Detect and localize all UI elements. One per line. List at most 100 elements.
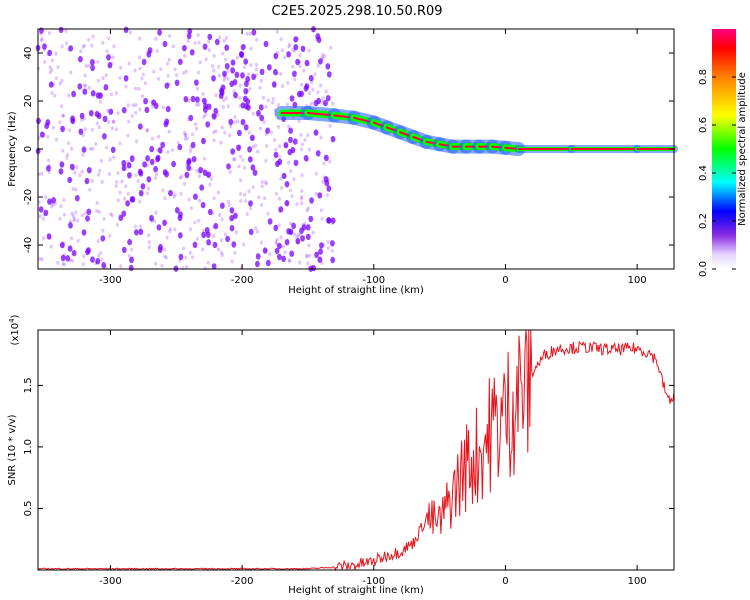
noise-point [71, 187, 75, 191]
noise-point [239, 199, 243, 203]
noise-point [187, 197, 191, 202]
noise-point [42, 43, 47, 50]
noise-point [181, 266, 185, 271]
noise-point [251, 111, 255, 116]
noise-point [330, 135, 336, 143]
noise-point [223, 130, 227, 135]
noise-point [127, 238, 132, 246]
colorbar-gradient [712, 29, 736, 269]
noise-point [112, 44, 116, 49]
noise-point [46, 165, 51, 172]
noise-point [191, 255, 195, 260]
noise-point [156, 134, 161, 139]
noise-point [218, 92, 224, 100]
noise-point [156, 76, 161, 81]
noise-point [232, 157, 236, 162]
y-tick-label: 0.5 [23, 501, 34, 517]
noise-point [326, 246, 330, 251]
noise-point [144, 106, 150, 114]
noise-point [206, 103, 212, 110]
noise-point [126, 162, 132, 169]
noise-point [321, 96, 325, 101]
noise-point [140, 94, 145, 99]
noise-point [74, 187, 78, 192]
noise-point [101, 262, 107, 269]
noise-point [82, 88, 88, 95]
noise-point [54, 137, 59, 142]
noise-point [308, 253, 312, 258]
noise-point [140, 183, 146, 190]
noise-point [77, 83, 83, 90]
noise-point [160, 141, 166, 149]
noise-point [275, 29, 279, 34]
noise-point [273, 137, 277, 142]
noise-point [226, 199, 230, 204]
noise-point [279, 176, 283, 181]
noise-point [62, 212, 66, 217]
noise-point [48, 70, 52, 75]
noise-point [267, 218, 273, 225]
noise-point [203, 156, 207, 161]
noise-point [314, 251, 319, 258]
noise-point [69, 70, 73, 75]
noise-point [161, 105, 165, 110]
noise-point [65, 41, 69, 46]
noise-point [142, 161, 148, 168]
noise-point [155, 148, 159, 153]
noise-point [60, 44, 64, 49]
noise-point [90, 90, 96, 97]
snr-series-line [37, 329, 675, 572]
noise-point [145, 155, 151, 162]
noise-point [233, 251, 237, 255]
noise-point [134, 139, 139, 144]
noise-point [88, 147, 93, 151]
noise-point [155, 154, 161, 162]
noise-point [47, 170, 51, 174]
noise-point [120, 179, 124, 184]
noise-point [211, 75, 216, 82]
noise-point [147, 47, 153, 54]
noise-point [328, 124, 332, 128]
noise-point [283, 55, 287, 60]
noise-point [226, 163, 231, 170]
noise-point [155, 49, 159, 53]
noise-point [288, 127, 293, 134]
noise-point [66, 93, 71, 98]
snr-x-label: Height of straight line (km) [288, 585, 424, 596]
noise-point [82, 43, 87, 48]
noise-point [311, 87, 315, 92]
noise-point [232, 89, 236, 94]
noise-point [293, 48, 297, 53]
noise-point [300, 235, 305, 242]
noise-point [206, 173, 210, 178]
noise-point [126, 133, 130, 138]
noise-point [172, 194, 176, 199]
noise-point [47, 31, 52, 35]
noise-point [292, 138, 298, 145]
noise-point [96, 112, 102, 120]
noise-point [203, 106, 208, 113]
noise-point [99, 158, 103, 163]
noise-point [121, 210, 127, 217]
snr-scale-label: (x104) [8, 314, 21, 345]
noise-point [242, 165, 247, 170]
noise-point [213, 222, 219, 230]
noise-point [307, 147, 311, 152]
noise-point [152, 69, 156, 74]
noise-point [67, 245, 73, 252]
noise-point [71, 213, 75, 218]
noise-point [81, 44, 85, 49]
noise-point [202, 43, 208, 50]
noise-point [48, 65, 52, 70]
noise-point [67, 47, 71, 52]
noise-point [214, 93, 218, 98]
noise-point [249, 63, 253, 68]
noise-point [110, 126, 114, 131]
noise-point [223, 75, 227, 80]
noise-point [70, 211, 74, 216]
noise-point [154, 261, 158, 266]
noise-point [66, 152, 70, 157]
noise-point [266, 64, 272, 71]
noise-point [226, 76, 230, 81]
noise-point [81, 146, 87, 153]
